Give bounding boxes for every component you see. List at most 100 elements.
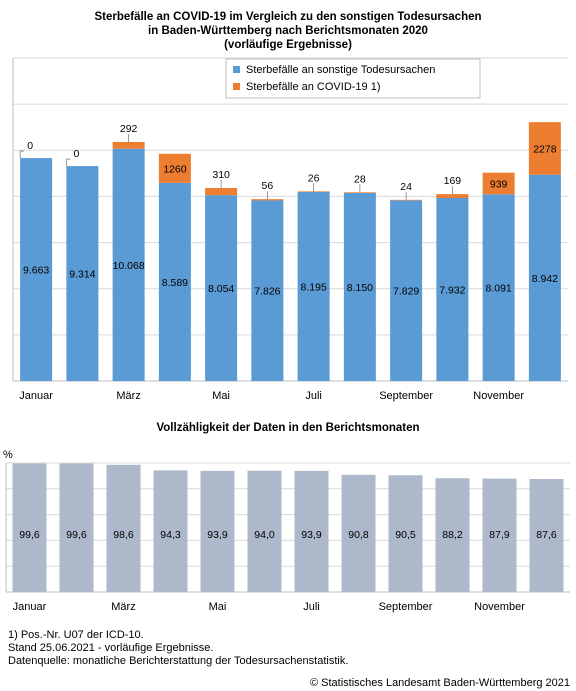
chart1-data-label-covid: 0 [73, 148, 79, 160]
chart1-bar-other [251, 200, 284, 381]
chart1-data-label-other: 10.068 [113, 260, 145, 272]
chart2-data-label: 94,0 [254, 529, 275, 541]
chart1-bar-other [528, 174, 561, 381]
chart1-data-label-covid: 1260 [163, 163, 187, 175]
chart1-bar-covid [482, 172, 515, 195]
chart1-bar-covid [528, 122, 561, 175]
chart1-bar-other [20, 158, 53, 381]
chart2-x-tick-label: September [379, 601, 433, 613]
chart1-bar-covid [158, 153, 191, 183]
chart1-legend-label: Sterbefälle an COVID-19 1) [246, 81, 381, 93]
chart2-x-tick-label: März [111, 601, 135, 613]
chart1-bar-covid [251, 199, 284, 201]
chart2-data-label: 90,5 [395, 529, 416, 541]
chart2-bar [435, 478, 470, 592]
chart1-bar-other [297, 191, 330, 381]
chart1-title: Sterbefälle an COVID-19 im Vergleich zu … [0, 10, 576, 52]
chart1-bar-other [112, 148, 145, 381]
chart1-data-label-covid: 26 [308, 172, 320, 184]
chart2-x-tick-label: Juli [303, 601, 320, 613]
footnote-stand: Stand 25.06.2021 - vorläufige Ergebnisse… [8, 642, 214, 654]
chart1-data-label-covid: 169 [444, 175, 462, 187]
chart2-bar [529, 478, 564, 592]
chart1-data-label-other: 7.932 [439, 284, 465, 296]
chart1-bar-other [343, 192, 376, 381]
chart1-data-label-other: 8.091 [485, 283, 511, 295]
chart2-bar [12, 463, 47, 592]
chart2-data-label: 88,2 [442, 529, 463, 541]
chart1-x-tick-label: September [379, 390, 433, 402]
chart2-data-label: 93,9 [207, 529, 228, 541]
chart2-bar [153, 470, 188, 592]
chart2-data-label: 87,9 [489, 529, 510, 541]
chart1-data-label-other: 8.942 [532, 273, 558, 285]
chart1-leader-line [19, 150, 25, 159]
chart1-data-label-covid: 0 [27, 140, 33, 152]
chart1-bar-other [436, 197, 469, 381]
chart2-x-tick-label: November [474, 601, 525, 613]
chart1-data-label-covid: 56 [262, 180, 274, 192]
chart1-legend-swatch [233, 66, 240, 73]
chart1-bar-covid [112, 141, 145, 149]
chart1-bar-covid [297, 191, 330, 192]
chart1-data-label-other: 8.195 [300, 281, 326, 293]
chart1-data-label-other: 7.826 [254, 286, 280, 298]
chart1-legend-label: Sterbefälle an sonstige Todesursachen [246, 64, 435, 76]
chart2-bar [388, 475, 423, 592]
chart1-data-label-covid: 24 [400, 181, 412, 193]
chart1-x-tick-label: Juli [305, 390, 322, 402]
chart1-data-label-other: 9.663 [23, 265, 49, 277]
chart2-title: Vollzähligkeit der Daten in den Berichts… [156, 422, 420, 434]
chart2-data-label: 98,6 [113, 529, 134, 541]
chart2-x-tick-label: Januar [13, 601, 47, 613]
chart2-bar [247, 470, 282, 592]
chart1-leader-line [65, 158, 71, 167]
chart2-bar [294, 470, 329, 592]
chart2-y-label: % [3, 449, 13, 461]
chart1-bar-other [158, 182, 191, 381]
chart1-title-line: Sterbefälle an COVID-19 im Vergleich zu … [94, 11, 482, 23]
chart1-x-tick-label: Januar [19, 390, 53, 402]
chart1-data-label-other: 8.054 [208, 283, 234, 295]
chart2-data-label: 90,8 [348, 529, 369, 541]
chart2-data-label: 99,6 [19, 529, 40, 541]
chart1-bar-covid [343, 192, 376, 193]
chart2-data-label: 87,6 [536, 529, 557, 541]
chart2-bar [200, 470, 235, 592]
chart1-bar-other [482, 194, 515, 381]
chart1-data-label-other: 9.314 [69, 269, 95, 281]
chart2-bar [59, 463, 94, 592]
chart1-data-label-covid: 28 [354, 173, 366, 185]
footnote-icd: 1) Pos.-Nr. U07 der ICD-10. [8, 629, 144, 641]
chart1-data-label-covid: 939 [490, 178, 508, 190]
chart2-data-label: 99,6 [66, 529, 87, 541]
chart1-bar-other [66, 166, 99, 381]
chart1-title-line: in Baden-Württemberg nach Berichtsmonate… [148, 25, 428, 37]
chart1-data-label-other: 8.589 [162, 277, 188, 289]
chart1-x-tick-label: Mai [212, 390, 230, 402]
copyright: © Statistisches Landesamt Baden-Württemb… [309, 677, 570, 689]
chart1-bar-covid [436, 194, 469, 198]
chart2-bar [106, 464, 141, 592]
chart1-title-line: (vorläufige Ergebnisse) [224, 39, 352, 51]
chart1-data-label-other: 8.150 [347, 282, 373, 294]
chart2-bar [341, 474, 376, 592]
chart1-legend-swatch [233, 83, 240, 90]
chart1-bar-covid [205, 188, 238, 196]
chart1-x-tick-label: März [116, 390, 140, 402]
chart1-data-label-covid: 292 [120, 123, 138, 135]
chart2-data-label: 93,9 [301, 529, 322, 541]
chart1-x-tick-label: November [473, 390, 524, 402]
chart1-bar-other [205, 195, 238, 381]
chart1-data-label-other: 7.829 [393, 286, 419, 298]
chart1-legend [225, 58, 481, 99]
chart1-bar-other [390, 200, 423, 381]
chart1-data-label-covid: 310 [212, 169, 230, 181]
chart2-data-label: 94,3 [160, 529, 181, 541]
chart1-bar-covid [390, 199, 423, 201]
chart2-bar [482, 478, 517, 592]
chart1-data-label-covid: 2278 [533, 143, 557, 155]
footnote-source: Datenquelle: monatliche Berichterstattun… [8, 655, 349, 667]
chart2-x-tick-label: Mai [209, 601, 227, 613]
